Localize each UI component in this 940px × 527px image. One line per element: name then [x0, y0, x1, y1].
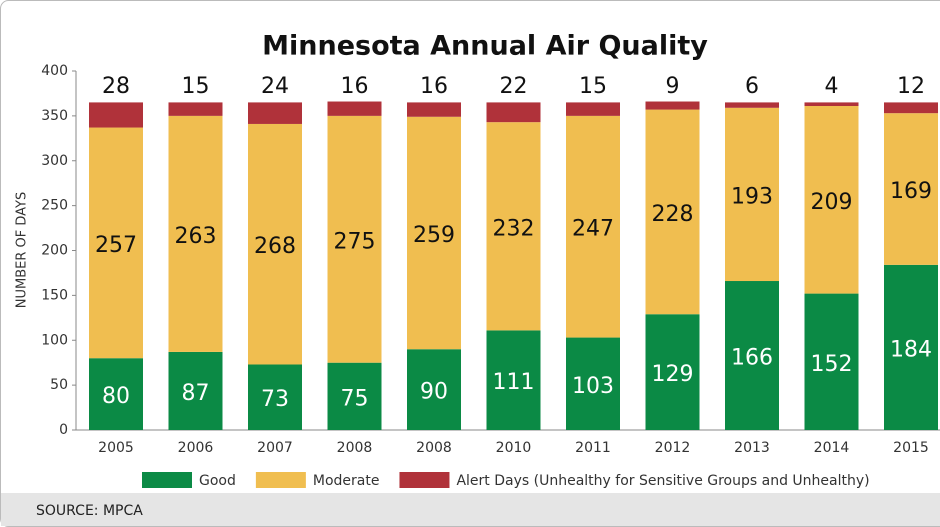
x-tick-label: 2007 [257, 440, 293, 456]
bar-segment [89, 127, 143, 359]
x-tick-label: 2013 [734, 440, 770, 456]
bar-segment [804, 106, 859, 294]
y-tick-label: 400 [41, 63, 68, 79]
y-tick-label: 50 [50, 377, 68, 393]
y-tick-label: 250 [41, 198, 68, 214]
x-tick-label: 2010 [496, 440, 532, 456]
x-tick-label: 2014 [814, 440, 850, 456]
value-label: 152 [811, 352, 853, 377]
bar-segment [89, 102, 143, 128]
legend-label: Good [199, 473, 236, 489]
bar-segment [884, 102, 938, 114]
value-label: 209 [811, 190, 853, 215]
legend-label: Alert Days (Unhealthy for Sensitive Grou… [456, 473, 869, 489]
value-label: 16 [341, 74, 369, 99]
bar-segment [248, 123, 302, 365]
legend-label: Moderate [313, 473, 380, 489]
chart-title: Minnesota Annual Air Quality [262, 31, 708, 62]
value-label: 87 [182, 381, 210, 406]
value-label: 193 [731, 184, 773, 209]
value-label: 9 [666, 74, 680, 99]
value-label: 259 [413, 223, 455, 248]
bar-segment [884, 264, 938, 430]
value-label: 247 [572, 217, 614, 242]
value-label: 6 [745, 74, 759, 99]
y-axis-label: NUMBER OF DAYS [15, 192, 30, 308]
value-label: 16 [420, 74, 448, 99]
source: SOURCE: MPCA [36, 503, 143, 519]
bar-segment [248, 102, 302, 124]
value-label: 4 [825, 74, 839, 99]
value-label: 15 [579, 74, 607, 99]
bar-segment [566, 337, 620, 430]
value-label: 166 [731, 346, 773, 371]
bar-segment [486, 122, 541, 331]
value-label: 75 [341, 386, 369, 411]
legend-swatch [142, 472, 192, 488]
bar-segment [486, 330, 541, 430]
bar-segment [407, 349, 461, 430]
x-tick-label: 2005 [98, 440, 134, 456]
bar-segment [804, 102, 859, 107]
bar-segment [168, 115, 223, 352]
bar-segment [566, 115, 620, 338]
value-label: 103 [572, 374, 614, 399]
value-label: 228 [652, 202, 694, 227]
bar-segment [566, 102, 620, 116]
value-label: 268 [254, 234, 296, 259]
bar-segment [248, 364, 302, 430]
bar-segment [804, 293, 859, 430]
bar-segment [327, 115, 382, 363]
bar-segment [89, 358, 143, 430]
bar-segment [645, 101, 700, 110]
bar-segment [327, 101, 382, 116]
bar-segment [168, 351, 223, 430]
value-label: 257 [95, 233, 137, 258]
bar-segment [884, 113, 938, 265]
value-label: 22 [500, 74, 528, 99]
bar-segment [725, 107, 779, 282]
y-tick-label: 350 [41, 108, 68, 124]
bar-segment [645, 314, 700, 430]
y-tick-label: 0 [59, 422, 68, 438]
y-tick-label: 150 [41, 287, 68, 303]
value-label: 111 [493, 370, 535, 395]
x-tick-label: 2015 [893, 440, 929, 456]
legend-swatch [399, 472, 450, 488]
bar-segment [168, 102, 223, 116]
value-label: 24 [261, 74, 289, 99]
x-tick-label: 2006 [178, 440, 214, 456]
x-tick-label: 2008 [337, 440, 373, 456]
footer [1, 493, 940, 526]
value-label: 80 [102, 384, 130, 409]
bar-segment [327, 362, 382, 430]
x-tick-label: 2012 [655, 440, 691, 456]
value-label: 129 [652, 362, 694, 387]
bar-segment [645, 109, 700, 315]
value-label: 15 [182, 74, 210, 99]
value-label: 232 [493, 216, 535, 241]
y-tick-label: 300 [41, 153, 68, 169]
bar-segment [407, 116, 461, 350]
bar-segment [725, 281, 779, 430]
value-label: 73 [261, 387, 289, 412]
value-label: 275 [334, 229, 376, 254]
bar-segment [407, 102, 461, 117]
x-tick-label: 2008 [416, 440, 452, 456]
y-tick-label: 200 [41, 243, 68, 259]
value-label: 12 [897, 74, 925, 99]
value-label: 263 [175, 224, 217, 249]
value-label: 184 [890, 337, 932, 362]
bar-segment [725, 102, 779, 108]
legend-swatch [255, 472, 306, 488]
y-tick-label: 100 [41, 332, 68, 348]
value-label: 90 [420, 380, 448, 405]
x-tick-label: 2011 [575, 440, 611, 456]
bar-segment [486, 102, 541, 123]
value-label: 169 [890, 179, 932, 204]
value-label: 28 [102, 74, 130, 99]
